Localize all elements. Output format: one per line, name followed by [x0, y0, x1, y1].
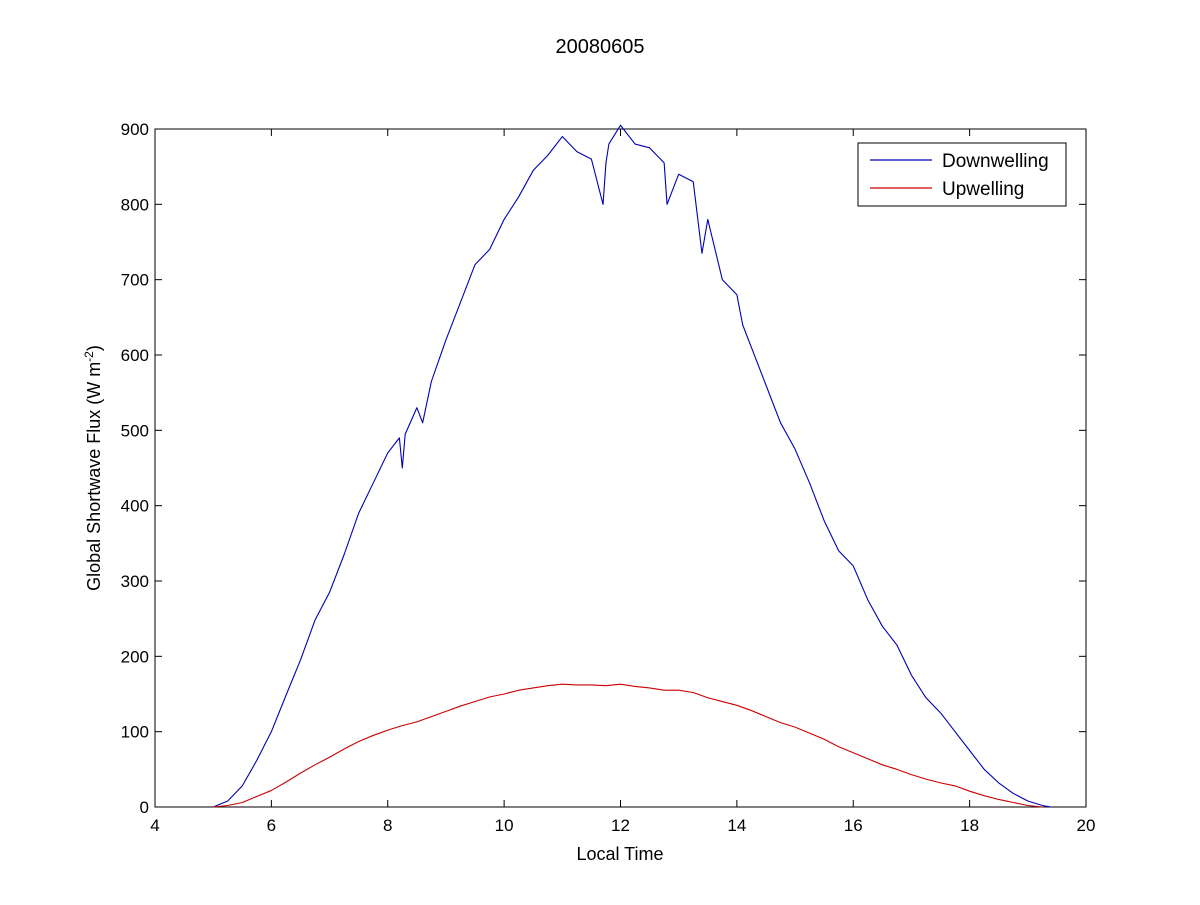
x-tick-label: 6	[267, 816, 276, 835]
y-tick-label: 100	[121, 723, 149, 742]
y-axis-label-superscript: -2	[82, 351, 96, 362]
series-line-downwelling	[212, 124, 1052, 808]
legend-label-downwelling: Downwelling	[942, 151, 1049, 172]
x-tick-label: 4	[150, 816, 159, 835]
legend-box	[857, 142, 1067, 207]
y-axis-label-close: )	[84, 345, 104, 351]
y-axis-label: Global Shortwave Flux (W m-2)	[82, 345, 104, 591]
y-tick-label: 200	[121, 647, 149, 666]
y-axis-label-main: Global Shortwave Flux (W m	[84, 362, 104, 591]
chart-title: 20080605	[556, 36, 645, 58]
legend-label-upwelling: Upwelling	[942, 179, 1024, 200]
series-layer	[212, 124, 1052, 808]
x-tick-label: 12	[611, 816, 630, 835]
y-tick-label: 800	[121, 195, 149, 214]
x-tick-label: 8	[383, 816, 392, 835]
y-tick-label: 600	[121, 346, 149, 365]
x-axis-label: Local Time	[576, 844, 663, 864]
x-tick-label: 20	[1077, 816, 1096, 835]
y-tick-label: 400	[121, 497, 149, 516]
series-line-upwelling	[213, 683, 1043, 808]
y-axis-ticks: 0 100 200 300 400 500 600 700 800 900	[121, 120, 1086, 817]
x-tick-label: 14	[727, 816, 746, 835]
x-tick-label: 18	[960, 816, 979, 835]
x-tick-label: 10	[495, 816, 514, 835]
y-tick-label: 500	[121, 421, 149, 440]
plot-area: 4 6 8 10 12 14 16 18 20 0 100 200 300 400 500 600 700 80…	[121, 120, 1096, 835]
y-tick-label: 300	[121, 572, 149, 591]
y-tick-label: 900	[121, 120, 149, 139]
y-tick-label: 700	[121, 271, 149, 290]
y-tick-label: 0	[140, 798, 149, 817]
axes-box	[154, 128, 1087, 808]
legend: Downwelling Upwelling	[857, 142, 1067, 207]
x-tick-label: 16	[844, 816, 863, 835]
x-axis-ticks: 4 6 8 10 12 14 16 18 20	[150, 129, 1095, 835]
